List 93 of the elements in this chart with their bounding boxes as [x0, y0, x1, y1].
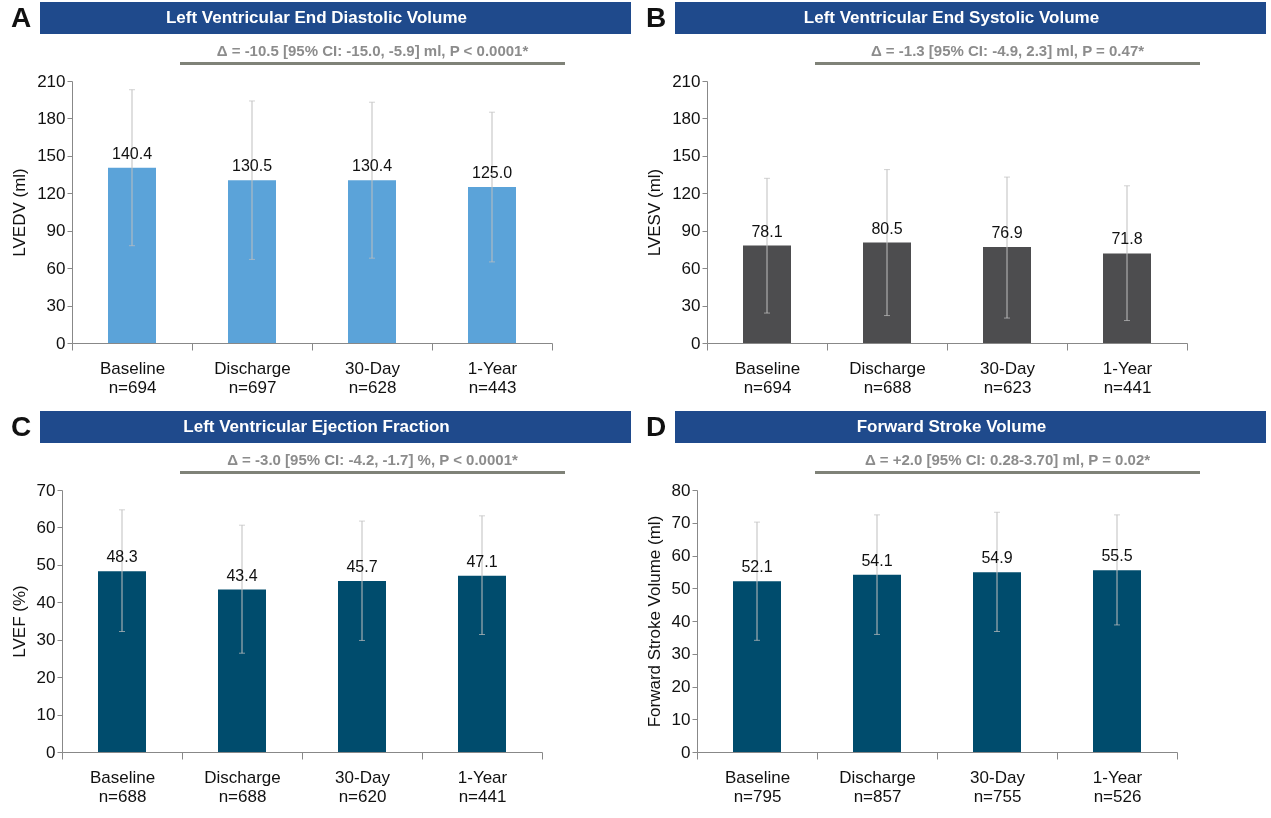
bar: [983, 247, 1031, 343]
x-tick-label: 30-Day n=620: [335, 767, 391, 806]
x-tick-label: 30-Day n=628: [345, 358, 401, 397]
y-tick-label: 90: [681, 221, 701, 241]
bar: [733, 581, 781, 752]
x-tick-label: Baseline n=694: [99, 358, 166, 397]
text: D: [637, 411, 675, 443]
y-tick-label: 150: [37, 146, 66, 166]
y-tick-label: 40: [671, 611, 691, 631]
text: Δ = -1.3 [95% CI: -4.9, 2.3] ml, P = 0.47*: [815, 42, 1200, 65]
chart-title: Left Ventricular End Diastolic Volume: [165, 8, 468, 27]
y-tick-label: 210: [672, 71, 701, 91]
y-tick-label: 10: [671, 709, 691, 729]
bar: [853, 574, 901, 752]
text: Δ = +2.0 [95% CI: 0.28-3.70] ml, P = 0.02*: [815, 451, 1200, 474]
bar: [863, 242, 911, 343]
y-tick-label: 180: [672, 108, 701, 128]
bar: [1093, 570, 1141, 752]
y-tick-label: 0: [46, 742, 56, 762]
bar: [973, 572, 1021, 752]
chart-title: Left Ventricular End Systolic Volume: [803, 8, 1100, 27]
data-label: 140.4: [111, 144, 153, 162]
y-tick-label: 30: [671, 644, 691, 664]
data-label: 52.1: [741, 558, 773, 576]
chart-title: Forward Stroke Volume: [856, 417, 1047, 436]
y-tick-label: 60: [671, 546, 691, 565]
y-tick-label: 210: [37, 71, 66, 91]
y-tick-label: 30: [46, 296, 66, 316]
data-label: 54.1: [861, 551, 893, 569]
x-tick-label: Baseline n=688: [89, 767, 156, 806]
y-tick-label: 60: [46, 258, 66, 278]
y-axis-title: LVEF (%): [9, 585, 29, 658]
bar: [338, 580, 386, 752]
x-tick-label: Discharge n=857: [839, 767, 916, 806]
y-tick-label: 40: [36, 592, 56, 612]
y-tick-label: 80: [671, 480, 691, 500]
y-tick-label: 60: [36, 517, 56, 537]
data-label: 80.5: [871, 219, 903, 237]
data-label: 71.8: [1111, 230, 1143, 248]
y-axis-title: LVESV (ml): [645, 168, 665, 257]
y-tick-label: 120: [672, 183, 701, 203]
text: Δ = -3.0 [95% CI: -4.2, -1.7] %, P < 0.0001*: [180, 451, 565, 474]
x-tick-label: 1-Year n=441: [1102, 358, 1153, 397]
x-tick-label: 1-Year n=443: [467, 358, 518, 397]
data-label: 125.0: [471, 164, 513, 182]
y-axis-title: Forward Stroke Volume (ml): [644, 515, 664, 728]
x-tick-label: Baseline n=795: [724, 767, 791, 806]
bar: [98, 571, 146, 752]
x-tick-label: 1-Year n=526: [1092, 767, 1143, 806]
x-tick-label: 30-Day n=623: [980, 358, 1036, 397]
text: B: [637, 2, 675, 34]
data-label: 78.1: [751, 222, 783, 240]
x-tick-label: 1-Year n=441: [457, 767, 508, 806]
y-tick-label: 30: [681, 296, 701, 316]
bar: [743, 245, 791, 343]
bar: [1103, 253, 1151, 343]
text: C: [2, 411, 40, 443]
x-tick-label: Discharge n=697: [214, 358, 291, 397]
y-tick-label: 60: [681, 258, 701, 278]
y-tick-label: 120: [37, 183, 66, 203]
x-tick-label: Discharge n=688: [204, 767, 281, 806]
text: A: [2, 2, 40, 34]
y-axis-title: LVEDV (ml): [10, 168, 30, 257]
data-label: 130.4: [351, 157, 393, 175]
y-tick-label: 10: [36, 705, 56, 725]
x-tick-label: 30-Day n=755: [970, 767, 1026, 806]
y-tick-label: 180: [37, 108, 66, 128]
data-label: 54.9: [981, 549, 1013, 567]
text: Δ = -10.5 [95% CI: -15.0, -5.9] ml, P < 0.0001*: [180, 42, 565, 65]
bar: [218, 589, 266, 752]
y-tick-label: 0: [56, 333, 66, 353]
chart-title: Left Ventricular Ejection Fraction: [183, 417, 450, 436]
y-tick-label: 0: [681, 742, 691, 762]
y-tick-label: 150: [672, 146, 701, 166]
x-tick-label: Discharge n=688: [849, 358, 926, 397]
data-label: 45.7: [346, 557, 378, 575]
y-tick-label: 50: [671, 578, 691, 598]
x-tick-label: Baseline n=694: [734, 358, 801, 397]
y-tick-label: 0: [691, 333, 701, 353]
y-tick-label: 20: [671, 677, 691, 696]
data-label: 48.3: [106, 548, 138, 566]
data-label: 130.5: [231, 157, 273, 175]
y-tick-label: 50: [36, 555, 56, 575]
data-label: 47.1: [466, 552, 498, 570]
bar: [458, 575, 506, 752]
data-label: 43.4: [226, 566, 258, 584]
y-tick-label: 70: [671, 513, 691, 533]
data-label: 55.5: [1101, 547, 1133, 565]
y-tick-label: 70: [36, 480, 56, 500]
y-tick-label: 20: [36, 667, 56, 687]
data-label: 76.9: [991, 224, 1023, 242]
y-tick-label: 90: [46, 221, 66, 241]
y-tick-label: 30: [36, 630, 56, 650]
